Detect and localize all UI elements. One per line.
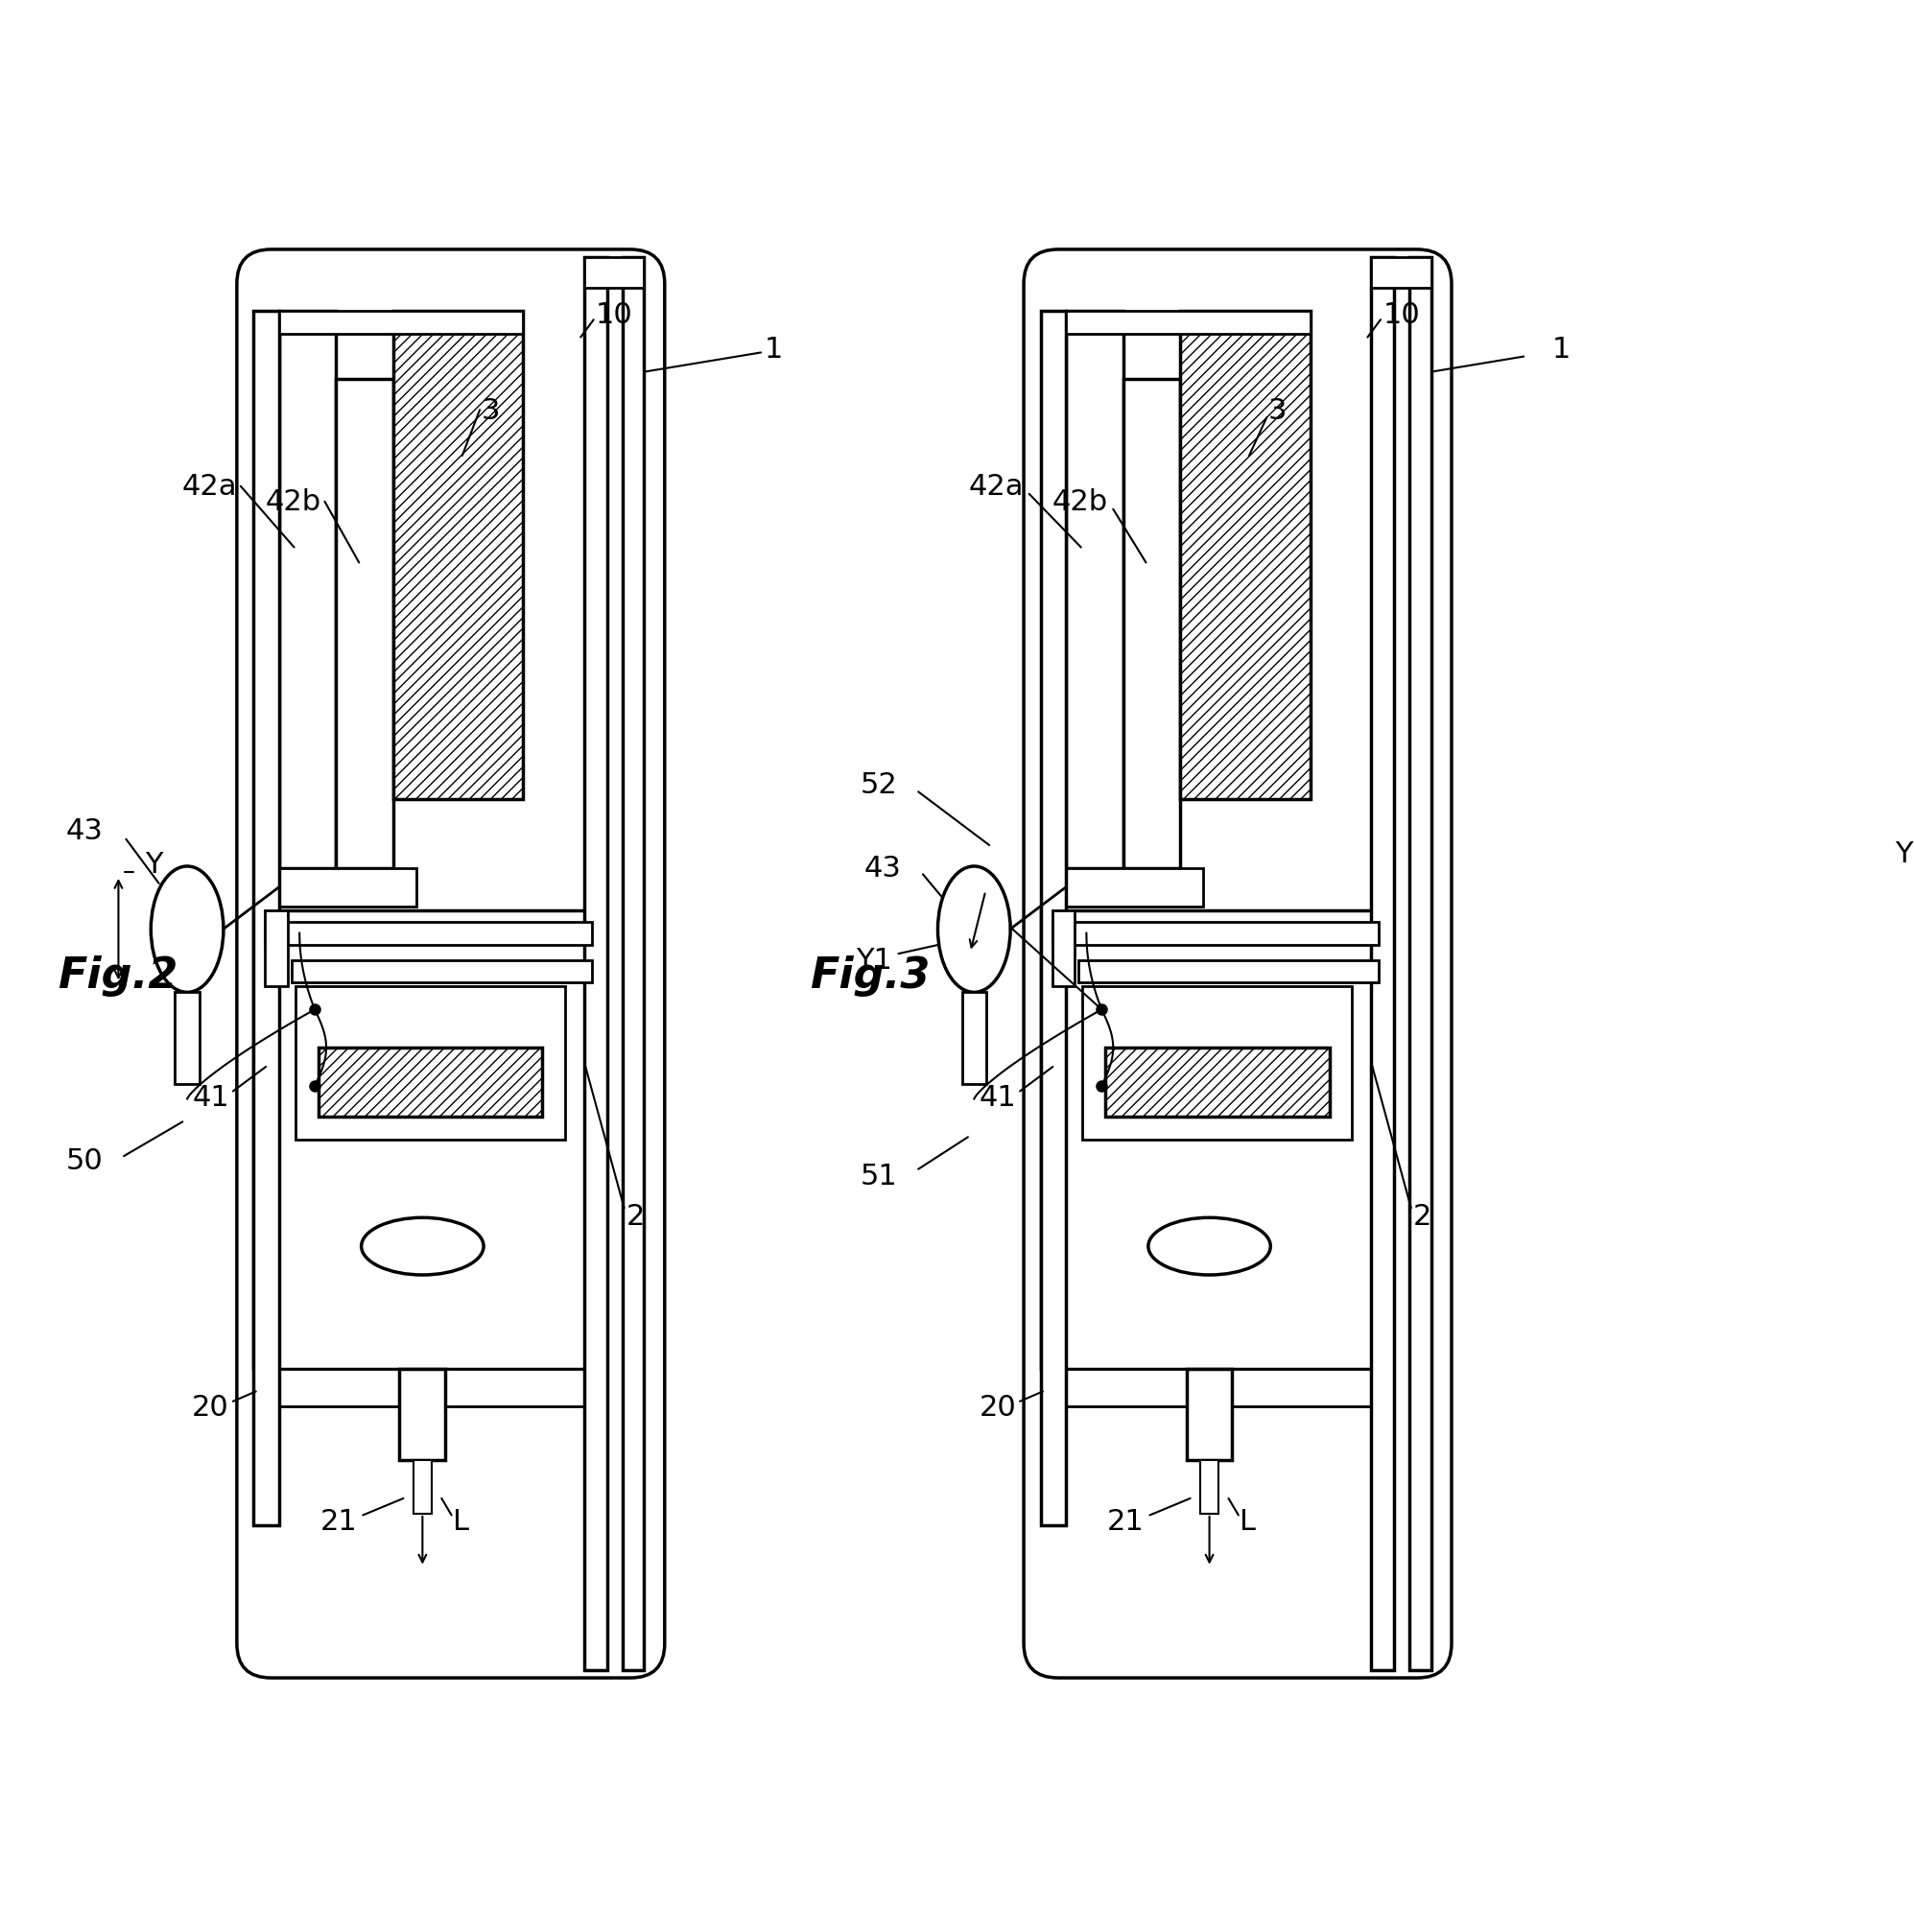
Text: Y2: Y2 (1895, 840, 1914, 867)
Text: 21: 21 (1108, 1507, 1145, 1536)
Text: 51: 51 (861, 1161, 898, 1190)
Bar (279, 869, 417, 906)
Bar (1066, 311, 1124, 869)
Bar (266, 910, 287, 987)
Bar (291, 960, 591, 983)
Bar (255, 1368, 591, 1406)
Bar (295, 987, 565, 1140)
FancyBboxPatch shape (1024, 251, 1451, 1679)
Text: 10: 10 (1382, 301, 1420, 328)
Text: 1: 1 (1552, 336, 1569, 363)
Text: Y1: Y1 (856, 947, 892, 974)
Bar (1041, 1368, 1378, 1406)
FancyBboxPatch shape (237, 251, 664, 1679)
Bar (1041, 311, 1066, 1524)
Text: 20: 20 (978, 1393, 1016, 1420)
Ellipse shape (1148, 1217, 1271, 1275)
Text: 2: 2 (626, 1202, 645, 1231)
Bar (1066, 869, 1204, 906)
Text: 50: 50 (65, 1146, 103, 1175)
Text: 21: 21 (320, 1507, 358, 1536)
Text: Fig.2: Fig.2 (57, 954, 178, 997)
Bar (279, 311, 337, 869)
Bar (1181, 311, 1311, 800)
Bar (622, 257, 643, 1671)
Bar (174, 993, 199, 1084)
Bar (1053, 922, 1378, 945)
Bar (279, 311, 523, 334)
Bar (1187, 1368, 1233, 1461)
Text: 42b: 42b (266, 489, 322, 516)
Text: 42a: 42a (182, 473, 237, 500)
Bar (394, 311, 523, 800)
Text: Fig.3: Fig.3 (810, 954, 930, 997)
Text: 2: 2 (1413, 1202, 1432, 1231)
Bar (1124, 381, 1181, 869)
Bar (584, 257, 643, 288)
Bar (1370, 257, 1393, 1671)
Bar (318, 1047, 542, 1117)
Bar (1409, 257, 1432, 1671)
Text: Y: Y (145, 850, 163, 879)
Text: 20: 20 (191, 1393, 230, 1420)
Bar (1053, 910, 1076, 987)
Text: 3: 3 (1269, 396, 1286, 425)
Bar (1041, 910, 1378, 1368)
Bar (266, 922, 591, 945)
Text: 52: 52 (861, 771, 898, 798)
Ellipse shape (151, 867, 224, 993)
Text: 43: 43 (865, 854, 901, 883)
Text: 43: 43 (65, 817, 103, 844)
Bar (400, 1368, 446, 1461)
Bar (255, 311, 279, 1524)
Bar (963, 993, 986, 1084)
Bar (584, 257, 607, 1671)
Bar (1370, 257, 1432, 288)
Text: 41: 41 (978, 1084, 1016, 1111)
Text: L: L (454, 1507, 469, 1536)
Bar (1106, 1047, 1330, 1117)
Text: L: L (1240, 1507, 1256, 1536)
Text: 10: 10 (595, 301, 634, 328)
Bar (1066, 311, 1311, 334)
Bar (1083, 987, 1353, 1140)
Bar (337, 381, 394, 869)
Bar (1079, 960, 1378, 983)
Text: 42b: 42b (1053, 489, 1108, 516)
Text: 42a: 42a (968, 473, 1024, 500)
Text: 41: 41 (191, 1084, 230, 1111)
Ellipse shape (938, 867, 1011, 993)
Ellipse shape (362, 1217, 484, 1275)
Bar (255, 910, 591, 1368)
Text: 1: 1 (766, 336, 783, 363)
Bar (413, 1461, 433, 1515)
Bar (1200, 1461, 1219, 1515)
Text: 3: 3 (480, 396, 500, 425)
